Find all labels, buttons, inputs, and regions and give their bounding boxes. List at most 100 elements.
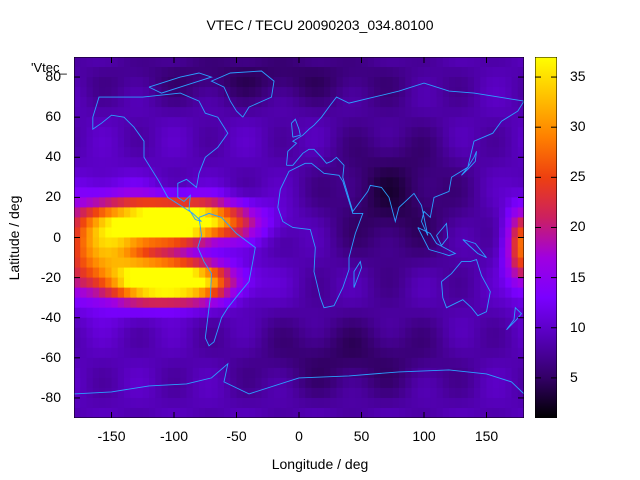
heatmap-cell [399, 147, 406, 158]
heatmap-cell [124, 137, 131, 148]
heatmap-cell [167, 187, 175, 198]
heatmap-cell [274, 337, 281, 349]
heatmap-cell [242, 77, 250, 88]
heatmap-cell [474, 57, 481, 68]
heatmap-cell [467, 87, 475, 98]
heatmap-cell [161, 297, 169, 309]
heatmap-cell [274, 367, 281, 379]
heatmap-cell [436, 87, 444, 98]
heatmap-cell [230, 117, 238, 128]
heatmap-cell [317, 237, 325, 249]
heatmap-cell [199, 247, 206, 259]
heatmap-cell [305, 77, 313, 88]
heatmap-cell [105, 357, 113, 369]
heatmap-cell [336, 67, 344, 78]
heatmap-cell [105, 97, 113, 108]
heatmap-cell [124, 57, 131, 68]
heatmap-cell [361, 407, 369, 418]
heatmap-cell [161, 247, 169, 259]
coastline-north-america [92, 92, 229, 222]
heatmap-cell [286, 237, 294, 249]
heatmap-cell [155, 107, 163, 118]
heatmap-cell [305, 357, 313, 369]
heatmap-cell [417, 337, 425, 349]
colorbar-tick-label: 20 [570, 218, 586, 235]
heatmap-cell [449, 107, 456, 118]
heatmap-cell [386, 267, 394, 279]
heatmap-cell [217, 307, 225, 319]
heatmap-cell [311, 57, 319, 68]
heatmap-cell [499, 197, 506, 209]
heatmap-cell [317, 187, 325, 198]
heatmap-cell [274, 207, 281, 219]
heatmap-cell [342, 107, 350, 118]
heatmap-cell [305, 277, 313, 289]
heatmap-cell [311, 407, 319, 418]
heatmap-cell [142, 317, 150, 329]
heatmap-cell [111, 237, 119, 249]
heatmap-cell [505, 107, 513, 118]
heatmap-cell [480, 397, 488, 409]
heatmap-cell [186, 67, 194, 78]
heatmap-cell [324, 367, 331, 379]
heatmap-cell [505, 317, 513, 329]
heatmap-cell [155, 247, 163, 259]
heatmap-cell [511, 407, 519, 418]
heatmap-cell [367, 157, 375, 168]
heatmap-cell [367, 367, 375, 379]
heatmap-cell [486, 357, 494, 369]
heatmap-cell [80, 187, 88, 198]
heatmap-cell [74, 287, 81, 299]
heatmap-cell [174, 347, 181, 359]
heatmap-cell [417, 187, 425, 198]
heatmap-cell [92, 277, 100, 289]
heatmap-cell [217, 337, 225, 349]
heatmap-cell [242, 327, 250, 339]
heatmap-cell [236, 397, 244, 409]
heatmap-cell [405, 167, 413, 178]
heatmap-cell [380, 247, 388, 259]
heatmap-cell [117, 57, 125, 68]
heatmap-cell [180, 297, 188, 309]
heatmap-cell [199, 267, 206, 279]
heatmap-cell [267, 147, 275, 158]
heatmap-cell [449, 207, 456, 219]
heatmap-cell [92, 307, 100, 319]
heatmap-cell [155, 377, 163, 389]
heatmap-cell [255, 247, 263, 259]
heatmap-cell [367, 357, 375, 369]
heatmap-cell [342, 117, 350, 128]
heatmap-cell [311, 337, 319, 349]
heatmap-cell [249, 317, 256, 329]
heatmap-cell [486, 117, 494, 128]
heatmap-cell [99, 247, 106, 259]
heatmap-cell [361, 187, 369, 198]
heatmap-cell [380, 77, 388, 88]
heatmap-cell [305, 347, 313, 359]
heatmap-cell [180, 357, 188, 369]
heatmap-cell [299, 337, 306, 349]
heatmap-cell [280, 137, 288, 148]
heatmap-cell [311, 87, 319, 98]
heatmap-cell [211, 87, 219, 98]
heatmap-cell [336, 307, 344, 319]
heatmap-cell [280, 367, 288, 379]
heatmap-cell [286, 127, 294, 138]
heatmap-cell [380, 177, 388, 188]
heatmap-cell [299, 267, 306, 279]
coastline-new-zealand [506, 306, 523, 331]
heatmap-cell [99, 237, 106, 249]
heatmap-cell [374, 117, 381, 128]
heatmap-cell [155, 337, 163, 349]
heatmap-cell [230, 187, 238, 198]
heatmap-cell [74, 147, 81, 158]
heatmap-cell [149, 337, 156, 349]
heatmap-cell [474, 207, 481, 219]
heatmap-cell [436, 367, 444, 379]
heatmap-cell [474, 197, 481, 209]
heatmap-cell [449, 197, 456, 209]
heatmap-cell [174, 107, 181, 118]
heatmap-cell [105, 207, 113, 219]
heatmap-cell [405, 327, 413, 339]
heatmap-cell [467, 367, 475, 379]
